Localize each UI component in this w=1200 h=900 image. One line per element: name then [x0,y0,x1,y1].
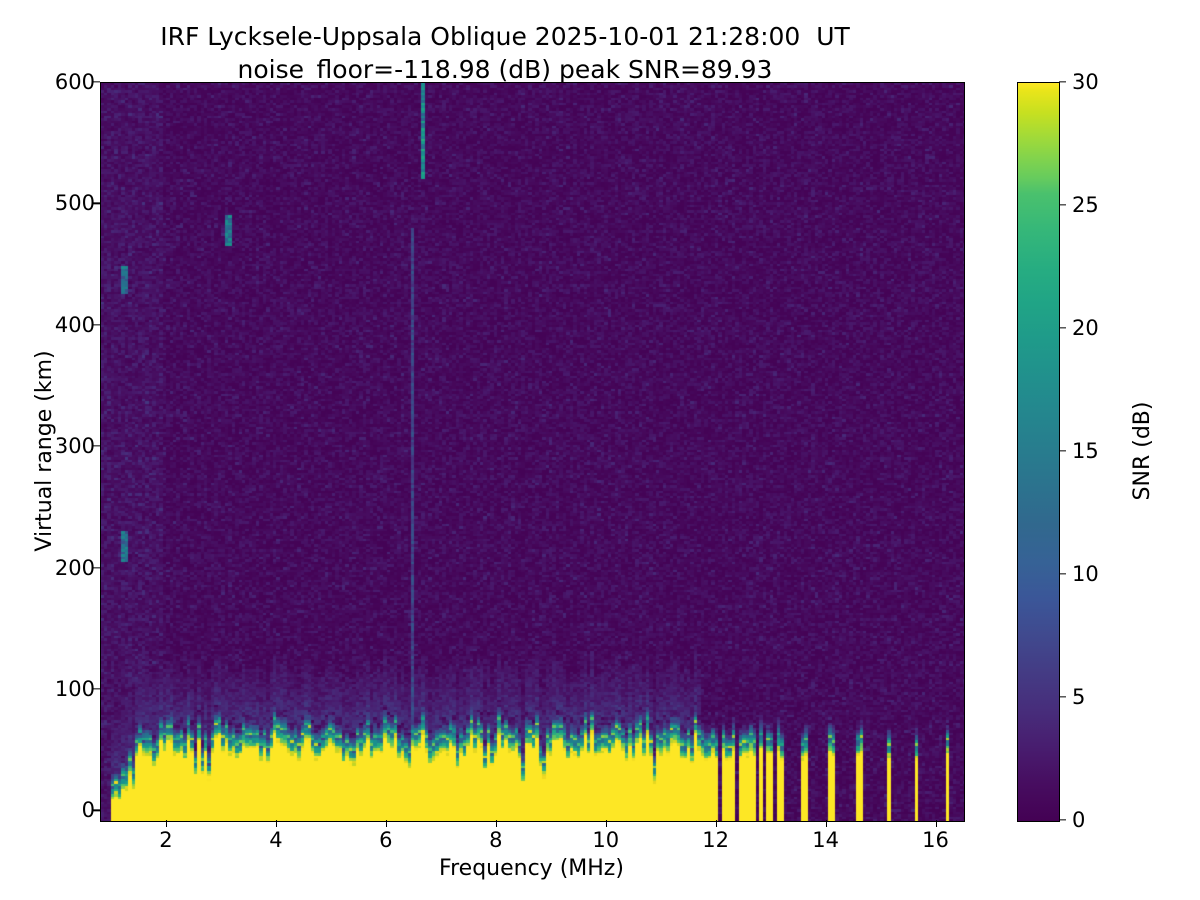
heatmap-plot-area [100,82,965,822]
y-tick-label: 400 [54,312,95,337]
x-tick-label: 2 [159,828,173,852]
colorbar-tick-label: 10 [1072,562,1099,586]
y-tick-label: 300 [54,434,95,459]
x-tick-mark [165,820,168,827]
colorbar-tick-mark [1059,204,1066,206]
x-tick-mark [275,820,278,827]
y-axis-label: Virtual range (km) [32,350,57,552]
colorbar-gradient [1018,83,1059,821]
colorbar-tick-mark [1059,573,1066,575]
x-tick-mark [495,820,498,827]
figure-title-line1: IRF Lycksele-Uppsala Oblique 2025-10-01 … [160,22,850,51]
x-tick-mark [605,820,607,827]
colorbar-tick-mark [1059,81,1066,83]
y-tick-label: 500 [54,191,95,216]
y-tick-mark [93,809,100,811]
x-tick-label: 6 [379,828,393,852]
y-tick-mark [93,688,100,690]
colorbar-tick-label: 15 [1072,439,1099,463]
colorbar-tick-label: 20 [1072,316,1099,340]
x-tick-label: 10 [592,828,620,852]
colorbar-tick-label: 0 [1072,808,1086,832]
x-tick-mark [935,820,937,827]
x-tick-label: 8 [489,828,503,852]
colorbar-tick-mark [1059,327,1066,329]
x-tick-label: 16 [922,828,949,852]
x-tick-mark [825,820,827,827]
colorbar-label: SNR (dB) [1130,401,1155,501]
colorbar-tick-label: 25 [1072,193,1099,217]
figure-title: IRF Lycksele-Uppsala Oblique 2025-10-01 … [0,20,1010,86]
colorbar-tick-mark [1059,696,1066,698]
y-tick-mark [93,202,100,205]
x-tick-label: 4 [269,828,283,852]
figure-title-line2: noise_floor=-118.98 (dB) peak SNR=89.93 [237,55,773,84]
x-tick-label: 12 [702,828,730,852]
colorbar [1017,82,1060,822]
colorbar-tick-mark [1059,819,1066,821]
y-tick-label: 200 [54,555,95,580]
ionogram-heatmap-canvas [101,83,964,821]
colorbar-tick-label: 5 [1072,685,1086,709]
y-tick-label: 600 [54,70,95,94]
x-tick-mark [385,820,388,827]
colorbar-tick-mark [1059,450,1066,452]
colorbar-tick-label: 30 [1072,70,1099,94]
y-tick-label: 100 [54,676,95,701]
x-axis-label: Frequency (MHz) [439,856,624,881]
x-tick-mark [715,820,717,827]
y-tick-mark [93,566,100,569]
x-tick-label: 14 [812,828,839,852]
y-tick-label: 0 [81,798,95,823]
y-tick-mark [93,445,100,447]
y-tick-mark [93,324,100,326]
y-tick-mark [93,81,100,83]
